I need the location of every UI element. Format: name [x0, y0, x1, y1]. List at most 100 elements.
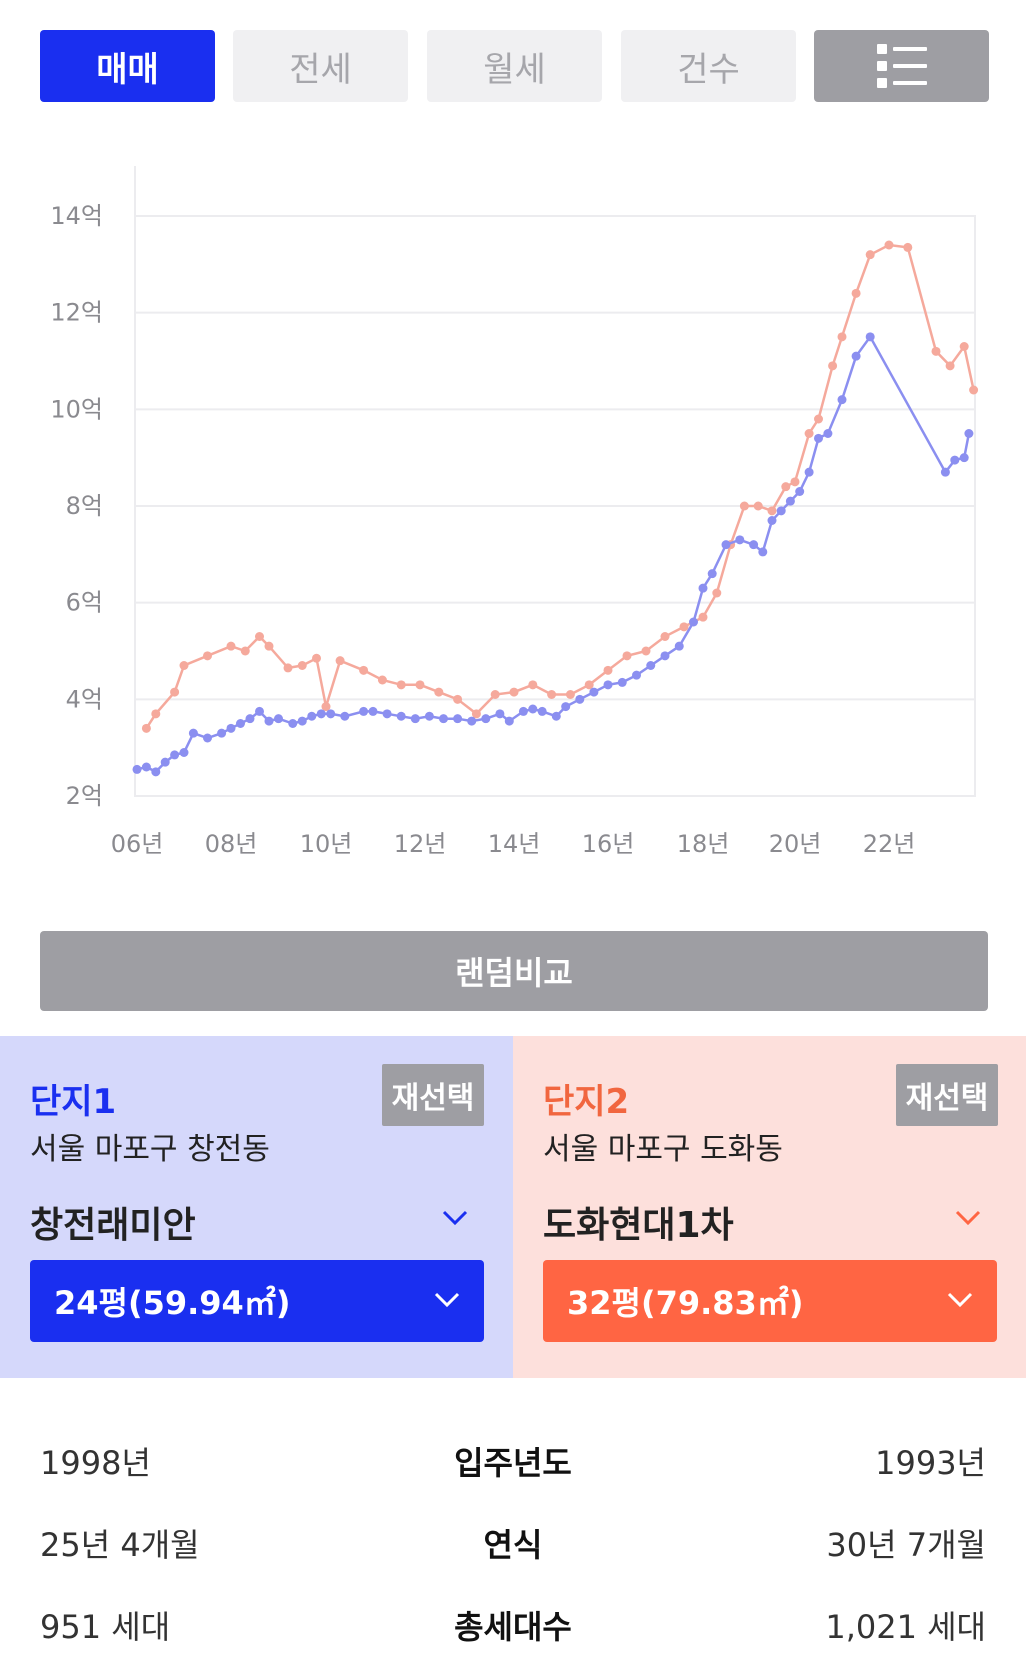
data-point	[307, 711, 317, 721]
data-point	[959, 342, 969, 351]
data-point	[735, 535, 745, 545]
data-point	[679, 622, 689, 632]
data-point	[226, 641, 236, 651]
data-point	[359, 665, 369, 675]
info-row-move-in-year: 1998년 입주년도 1993년	[0, 1438, 1026, 1498]
complex1-title: 단지1	[30, 1082, 117, 1122]
data-point	[424, 711, 434, 721]
complex1-size-select[interactable]: 24평(59.94㎡)	[30, 1260, 484, 1342]
data-point	[865, 332, 875, 342]
data-point	[335, 656, 345, 666]
data-point	[851, 351, 861, 361]
data-point	[785, 496, 795, 506]
data-point	[575, 694, 585, 704]
data-point	[453, 694, 463, 704]
data-point	[245, 714, 255, 724]
data-point	[903, 242, 913, 252]
chevron-down-icon[interactable]	[440, 1206, 470, 1230]
data-point	[823, 429, 833, 438]
data-point	[758, 547, 768, 557]
y-tick-label: 14억	[50, 202, 103, 230]
tab-monthly-rent[interactable]: 월세	[427, 30, 602, 102]
x-tick-label: 08년	[205, 830, 258, 858]
data-point	[504, 716, 514, 726]
data-point	[217, 728, 227, 738]
complex1-name[interactable]: 창전래미안	[30, 1205, 196, 1246]
list-view-button[interactable]	[814, 30, 989, 102]
data-point	[622, 651, 632, 661]
data-point	[170, 750, 180, 760]
data-point	[297, 716, 307, 726]
data-point	[528, 704, 538, 714]
complex1-panel: 단지1 재선택 서울 마포구 창전동 창전래미안 24평(59.94㎡)	[0, 1036, 513, 1378]
data-point	[490, 690, 500, 699]
x-tick-label: 06년	[111, 830, 164, 858]
data-point	[707, 569, 717, 579]
data-point	[617, 677, 627, 687]
complex2-age: 30년 7개월	[826, 1526, 986, 1564]
data-point	[603, 680, 613, 690]
x-tick-label: 22년	[863, 830, 916, 858]
data-point	[255, 706, 264, 716]
data-point	[141, 762, 151, 772]
data-point	[179, 748, 189, 757]
data-point	[795, 487, 805, 496]
data-point	[837, 332, 847, 342]
data-point	[312, 653, 321, 663]
complex2-title: 단지2	[543, 1082, 630, 1122]
y-tick-label: 6억	[66, 589, 103, 617]
data-point	[170, 687, 180, 697]
data-point	[151, 709, 161, 719]
data-point	[264, 716, 274, 726]
complex2-address: 서울 마포구 도화동	[543, 1132, 783, 1167]
data-point	[660, 651, 670, 661]
chevron-down-icon[interactable]	[953, 1206, 983, 1230]
series-line	[145, 243, 975, 729]
data-point	[828, 361, 838, 371]
data-point	[321, 702, 331, 712]
complex1-address: 서울 마포구 창전동	[30, 1132, 270, 1167]
data-point	[274, 714, 283, 724]
tab-count[interactable]: 건수	[621, 30, 796, 102]
complex2-reselect-button[interactable]: 재선택	[896, 1064, 998, 1126]
x-tick-label: 12년	[394, 830, 447, 858]
data-point	[603, 665, 613, 675]
data-point	[660, 632, 670, 641]
data-point	[674, 641, 684, 651]
data-point	[236, 719, 245, 728]
data-point	[471, 709, 481, 719]
data-point	[931, 346, 941, 356]
info-label-move-in-year: 입주년도	[454, 1444, 572, 1482]
complex2-panel: 단지2 재선택 서울 마포구 도화동 도화현대1차 32평(79.83㎡)	[513, 1036, 1026, 1378]
x-tick-label: 20년	[769, 830, 822, 858]
x-tick-label: 14년	[488, 830, 541, 858]
data-point	[865, 250, 875, 260]
deal-type-tabs: 매매 전세 월세 건수	[0, 0, 1026, 130]
price-chart-svg: 2억 4억 6억 8억 10억 12억 14억 06년 08년 10년 12년 14년 16년 18년 20…	[50, 166, 979, 858]
complex2-size-select[interactable]: 32평(79.83㎡)	[543, 1260, 997, 1342]
data-point	[453, 714, 463, 724]
data-point	[434, 687, 444, 697]
data-point	[226, 723, 236, 733]
complex2-name[interactable]: 도화현대1차	[543, 1205, 734, 1246]
data-point	[240, 646, 250, 656]
data-point	[551, 711, 561, 721]
x-tick-label: 16년	[582, 830, 635, 858]
series-2	[141, 240, 979, 733]
data-point	[359, 706, 369, 716]
data-point	[340, 711, 350, 721]
data-point	[767, 506, 777, 516]
data-point	[945, 361, 955, 371]
tab-sale[interactable]: 매매	[40, 30, 215, 102]
data-point	[767, 516, 777, 525]
tab-jeonse[interactable]: 전세	[233, 30, 408, 102]
complex1-reselect-button[interactable]: 재선택	[382, 1064, 484, 1126]
data-point	[561, 702, 571, 712]
data-point	[565, 690, 575, 699]
data-point	[959, 453, 969, 463]
data-point	[804, 467, 814, 477]
data-point	[646, 661, 656, 670]
data-point	[804, 429, 814, 438]
random-compare-button[interactable]: 랜덤비교	[40, 931, 988, 1011]
data-point	[641, 646, 651, 656]
